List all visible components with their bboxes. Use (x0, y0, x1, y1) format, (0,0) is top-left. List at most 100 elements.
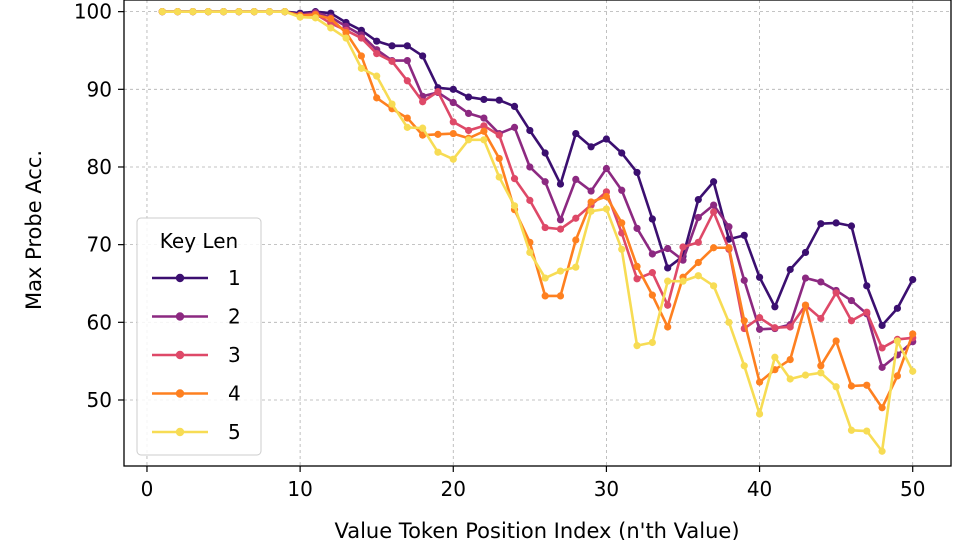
data-point (189, 8, 197, 16)
data-point (710, 201, 718, 209)
data-point (449, 118, 457, 126)
data-point (174, 8, 182, 16)
data-point (556, 267, 565, 275)
data-point (311, 14, 320, 22)
data-point (878, 321, 886, 330)
data-point (633, 275, 641, 283)
legend-entry-5: 5 (152, 420, 241, 444)
series-4 (158, 8, 917, 412)
data-point (373, 94, 381, 102)
data-point (602, 192, 611, 201)
data-point (373, 72, 381, 80)
data-point (633, 262, 641, 270)
y-tick-label: 100 (74, 0, 112, 24)
data-point (878, 344, 886, 352)
data-point (449, 98, 457, 107)
legend-entry-4: 4 (152, 382, 241, 406)
data-point (664, 301, 672, 309)
data-point (158, 8, 166, 16)
data-point (664, 264, 672, 272)
data-point (434, 88, 442, 96)
data-point (541, 292, 549, 300)
data-point (541, 274, 549, 282)
data-point (495, 173, 503, 181)
data-point (694, 272, 702, 280)
data-point (602, 205, 611, 213)
data-point (618, 219, 626, 227)
x-tick-label: 50 (900, 477, 925, 501)
y-tick-label: 50 (87, 388, 112, 412)
data-point (602, 164, 611, 173)
data-point (618, 149, 626, 157)
data-point (633, 342, 641, 350)
data-point (403, 123, 411, 131)
data-point (618, 186, 626, 194)
legend-label: 4 (228, 382, 241, 406)
legend-label: 2 (228, 305, 241, 329)
y-tick-label: 80 (87, 155, 112, 179)
data-point (801, 274, 810, 282)
y-tick-label: 60 (87, 310, 112, 334)
data-point (817, 314, 825, 323)
data-point (771, 324, 779, 332)
data-point (801, 248, 810, 257)
data-point (893, 337, 901, 345)
data-point (801, 301, 810, 309)
data-point (679, 243, 687, 251)
data-point (618, 245, 626, 253)
data-point (526, 126, 534, 135)
data-point (771, 303, 779, 311)
data-point (909, 276, 917, 284)
data-point (572, 236, 580, 244)
y-tick-label: 90 (87, 77, 112, 101)
data-point (909, 367, 917, 375)
data-point (648, 291, 656, 299)
data-point (817, 220, 825, 228)
plot-frame (123, 0, 952, 467)
data-point (602, 135, 611, 143)
data-point (710, 208, 718, 216)
series-5 (158, 8, 917, 455)
data-point (694, 258, 702, 267)
legend-swatch-marker (175, 273, 185, 283)
data-point (510, 102, 519, 111)
data-point (434, 130, 442, 138)
legend-entries: 1 2 3 4 5 (152, 266, 241, 444)
data-point (357, 52, 365, 60)
data-point (863, 427, 871, 435)
data-point (664, 323, 672, 331)
data-point (419, 98, 427, 106)
data-point (755, 273, 764, 281)
data-point (847, 296, 856, 305)
data-point (541, 149, 549, 157)
data-point (817, 278, 825, 286)
data-point (878, 363, 886, 371)
data-point (694, 196, 702, 204)
data-point (648, 215, 656, 223)
legend-swatch-marker (175, 312, 185, 321)
series-line-1 (162, 10, 914, 327)
data-point (755, 410, 764, 418)
data-point (817, 369, 825, 377)
data-point (526, 196, 534, 204)
data-point (893, 304, 901, 312)
data-point (526, 163, 534, 171)
data-point (403, 56, 411, 65)
series-line-5 (162, 10, 914, 453)
data-point (725, 244, 733, 252)
legend-label: 1 (228, 266, 241, 290)
data-point (587, 198, 595, 206)
data-point (786, 355, 794, 364)
data-point (740, 317, 748, 325)
data-point (664, 277, 672, 285)
data-point (755, 378, 764, 386)
data-point (281, 8, 289, 16)
data-point (464, 109, 473, 117)
data-point (786, 265, 794, 274)
data-point (480, 95, 488, 104)
data-point (342, 29, 350, 37)
data-point (587, 207, 595, 215)
data-point (847, 317, 856, 325)
data-point (740, 362, 748, 370)
